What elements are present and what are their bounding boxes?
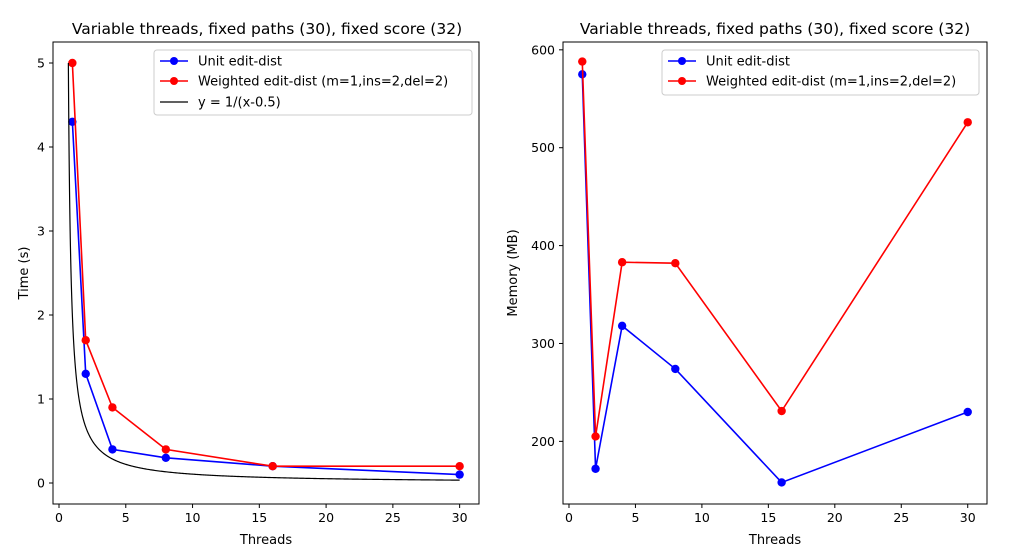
legend-label-weighted: Weighted edit-dist (m=1,ins=2,del=2) [198, 75, 448, 90]
series-2-line [71, 62, 460, 468]
series-2-point [617, 258, 627, 267]
series-1-point [671, 364, 680, 374]
series-2-point [963, 118, 972, 127]
x-tick-label: 0 [55, 510, 63, 525]
legend-label-unit: Unit edit-dist [198, 55, 282, 70]
legend-time: Unit edit-dist Weighted edit-dist (m=1,i… [153, 49, 473, 116]
x-axis-label-time: Threads [239, 533, 292, 548]
x-tick-label: 5 [631, 510, 639, 525]
y-tick-label: 0 [37, 476, 45, 491]
chart-title-memory: Variable threads, fixed paths (30), fixe… [580, 20, 970, 38]
legend-marker-unit [678, 57, 686, 65]
legend-marker-weighted [678, 77, 686, 85]
x-tick-label: 20 [318, 510, 334, 525]
x-tick-label: 0 [565, 510, 573, 525]
series-2-point [161, 445, 171, 454]
x-tick-label: 25 [893, 510, 909, 525]
legend-label-unit: Unit edit-dist [706, 55, 790, 70]
series-1-point [161, 453, 171, 462]
y-tick-label: 4 [37, 140, 45, 155]
x-axis-time: 0 5 10 15 20 25 30 [55, 504, 468, 525]
plot-area-memory [562, 41, 988, 505]
series-1-point [591, 464, 600, 473]
series-1-point [81, 369, 90, 378]
x-tick-label: 10 [694, 510, 710, 525]
x-tick-label: 15 [760, 510, 776, 525]
legend-label-reciprocal: y = 1/(x-0.5) [198, 96, 281, 111]
chart-panel-time: Variable threads, fixed paths (30), fixe… [17, 20, 480, 548]
series-2-point [455, 462, 464, 471]
y-tick-label: 600 [531, 42, 555, 57]
y-tick-label: 200 [531, 434, 555, 449]
series-2-point [268, 462, 277, 471]
legend-label-weighted: Weighted edit-dist (m=1,ins=2,del=2) [706, 75, 956, 90]
y-axis-memory: 200 300 400 500 600 [531, 42, 563, 449]
series-2-point [777, 406, 786, 416]
y-tick-label: 500 [531, 140, 555, 155]
legend-marker-weighted [170, 77, 178, 85]
y-axis-time: 0 1 2 3 4 5 [37, 56, 53, 491]
y-tick-label: 5 [37, 56, 45, 71]
series-2-point [671, 259, 680, 268]
series-1-point [777, 478, 786, 487]
y-tick-label: 300 [531, 336, 555, 351]
series-2-point [81, 336, 90, 345]
reciprocal-curve [67, 63, 460, 481]
x-axis-memory: 0 5 10 15 20 25 30 [565, 504, 976, 525]
x-tick-label: 15 [251, 510, 267, 525]
chart-panel-memory: Variable threads, fixed paths (30), fixe… [506, 20, 988, 548]
series-1-point [108, 445, 117, 454]
legend-box-time [153, 49, 473, 116]
y-tick-label: 1 [37, 392, 45, 407]
legend-marker-unit [170, 57, 178, 65]
series-1-point [455, 470, 464, 479]
legend-memory: Unit edit-dist Weighted edit-dist (m=1,i… [661, 49, 980, 96]
x-tick-label: 10 [185, 510, 201, 525]
series-2-point [591, 432, 600, 441]
x-tick-label: 25 [385, 510, 401, 525]
x-tick-label: 5 [122, 510, 130, 525]
plot-area-time [52, 41, 480, 505]
y-tick-label: 400 [531, 238, 555, 253]
x-tick-label: 20 [827, 510, 843, 525]
series-group-memory [578, 57, 972, 487]
series-1-line [71, 121, 460, 476]
series-1-point [963, 407, 972, 417]
y-axis-label-time: Time (s) [17, 247, 32, 301]
y-tick-label: 3 [37, 224, 45, 239]
x-tick-label: 30 [960, 510, 976, 525]
chart-title-time: Variable threads, fixed paths (30), fixe… [72, 20, 462, 38]
series-2-line [581, 61, 969, 437]
y-axis-label-memory: Memory (MB) [506, 229, 521, 316]
series-group-time [67, 58, 464, 481]
x-tick-label: 30 [452, 510, 468, 525]
series-2-point [108, 403, 117, 412]
y-tick-label: 2 [37, 308, 45, 323]
series-1-line [581, 74, 969, 484]
series-1-point [617, 321, 627, 331]
series-2-point [68, 58, 77, 68]
series-2-point [578, 57, 587, 66]
legend-box-memory [661, 49, 980, 96]
x-axis-label-memory: Threads [748, 533, 801, 548]
